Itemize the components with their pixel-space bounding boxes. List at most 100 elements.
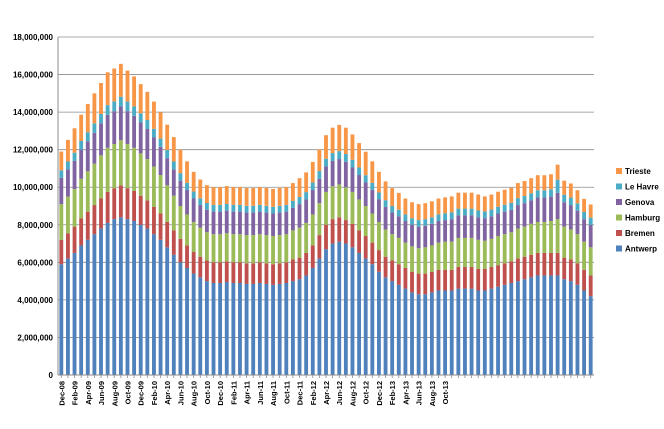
bar-segment-antwerp xyxy=(390,281,395,375)
bar-segment-hamburg xyxy=(588,247,593,276)
bar-segment-antwerp xyxy=(218,282,223,375)
bar-segment-bremen xyxy=(535,252,540,276)
bar-segment-genova xyxy=(118,106,123,141)
bar-segment-hamburg xyxy=(185,214,189,246)
legend-swatch xyxy=(616,230,622,236)
bar-segment-genova xyxy=(443,220,448,242)
bar-segment-bremen xyxy=(198,256,203,278)
x-tick-label: Jun-13 xyxy=(415,381,424,405)
bar-segment-genova xyxy=(257,211,262,235)
bar-segment-hamburg xyxy=(317,203,322,236)
bar-segment-le-havre xyxy=(423,219,428,226)
bar-segment-antwerp xyxy=(138,224,143,375)
bar-segment-hamburg xyxy=(522,226,527,257)
bar-segment-antwerp xyxy=(310,267,315,375)
bar-segment-le-havre xyxy=(72,152,77,161)
x-tick-label: Aug-11 xyxy=(269,381,278,406)
bar-segment-antwerp xyxy=(396,284,401,375)
bar-segment-trieste xyxy=(337,124,342,152)
bar-segment-trieste xyxy=(171,137,176,162)
x-tick-label: Apr-13 xyxy=(401,381,410,405)
bar-segment-trieste xyxy=(377,171,381,193)
bar-segment-antwerp xyxy=(496,286,500,375)
bar-segment-antwerp xyxy=(198,277,203,375)
bar-segment-le-havre xyxy=(555,179,560,193)
bar-segment-genova xyxy=(350,167,355,192)
bar-segment-bremen xyxy=(410,271,414,293)
x-tick-label: Oct-09 xyxy=(123,381,132,404)
legend-swatch xyxy=(616,214,622,221)
bar-segment-le-havre xyxy=(469,208,474,216)
bar-segment-trieste xyxy=(85,104,90,133)
bar-segment-genova xyxy=(436,221,441,243)
bar-segment-trieste xyxy=(264,187,269,206)
bar-segment-trieste xyxy=(423,203,428,220)
bar-segment-trieste xyxy=(165,124,170,151)
bar-segment-antwerp xyxy=(469,288,474,375)
bar-segment-trieste xyxy=(204,185,209,203)
bar-segment-le-havre xyxy=(337,151,342,160)
bar-segment-hamburg xyxy=(138,153,143,196)
bar-segment-trieste xyxy=(59,151,64,171)
bar-segment-bremen xyxy=(463,267,467,289)
bar-segment-hamburg xyxy=(231,234,236,263)
bar-segment-bremen xyxy=(105,191,110,223)
bar-segment-antwerp xyxy=(555,275,560,375)
bar-segment-genova xyxy=(522,203,527,227)
y-tick-label: 2,000,000 xyxy=(17,333,53,342)
bar-segment-le-havre xyxy=(482,211,487,219)
bar-segment-antwerp xyxy=(549,275,553,375)
bar-segment-hamburg xyxy=(324,191,328,225)
bar-segment-trieste xyxy=(185,161,189,183)
bar-segment-le-havre xyxy=(350,159,355,168)
bar-segment-antwerp xyxy=(251,283,256,375)
bar-segment-hamburg xyxy=(264,235,269,264)
bar-segment-trieste xyxy=(482,196,487,212)
bar-segment-hamburg xyxy=(529,223,534,255)
bar-segment-bremen xyxy=(118,185,123,218)
bar-segment-antwerp xyxy=(290,281,295,375)
bar-segment-antwerp xyxy=(502,284,507,375)
bar-segment-le-havre xyxy=(185,182,189,191)
y-tick-label: 10,000,000 xyxy=(13,183,54,192)
bar-segment-trieste xyxy=(284,187,289,205)
bar-segment-antwerp xyxy=(449,290,454,375)
bar-segment-genova xyxy=(138,122,143,154)
bar-segment-le-havre xyxy=(317,171,322,179)
bar-segment-hamburg xyxy=(370,213,375,243)
x-tick-label: Dec-09 xyxy=(137,381,146,406)
bar-segment-trieste xyxy=(317,149,322,172)
bar-segment-le-havre xyxy=(443,213,448,221)
bar-segment-trieste xyxy=(509,187,514,203)
bar-segment-hamburg xyxy=(277,235,282,264)
bar-segment-le-havre xyxy=(575,203,580,211)
bar-segment-bremen xyxy=(244,263,249,284)
bar-segment-genova xyxy=(582,219,586,242)
bar-segment-le-havre xyxy=(112,101,117,112)
bar-segment-antwerp xyxy=(165,247,170,375)
bar-segment-trieste xyxy=(357,143,362,168)
bar-segment-genova xyxy=(529,200,534,224)
bar-segment-le-havre xyxy=(330,153,335,161)
bar-segment-antwerp xyxy=(515,281,520,375)
bar-segment-le-havre xyxy=(290,200,295,208)
bar-segment-bremen xyxy=(271,264,275,285)
bar-segment-le-havre xyxy=(496,206,500,214)
bar-segment-hamburg xyxy=(92,163,97,206)
bar-segment-trieste xyxy=(476,194,481,211)
bar-segment-genova xyxy=(588,224,593,248)
bar-segment-antwerp xyxy=(171,254,176,375)
bar-segment-genova xyxy=(390,212,395,235)
bar-segment-genova xyxy=(191,198,196,222)
bar-segment-le-havre xyxy=(244,205,249,213)
bar-segment-le-havre xyxy=(59,170,64,178)
bar-segment-genova xyxy=(66,169,70,197)
bar-segment-le-havre xyxy=(509,202,514,210)
x-tick-labels: Dec-08 Feb-09 Apr-09 Jun-09 Aug-09 Oct-09 Dec-… xyxy=(57,381,450,406)
bar-segment-bremen xyxy=(549,252,553,276)
bar-segment-bremen xyxy=(304,252,309,276)
x-tick-label: Feb-12 xyxy=(309,381,318,405)
x-tick-label: Dec-12 xyxy=(375,381,384,406)
bar-segment-antwerp xyxy=(410,292,414,375)
bar-segment-trieste xyxy=(330,127,335,154)
